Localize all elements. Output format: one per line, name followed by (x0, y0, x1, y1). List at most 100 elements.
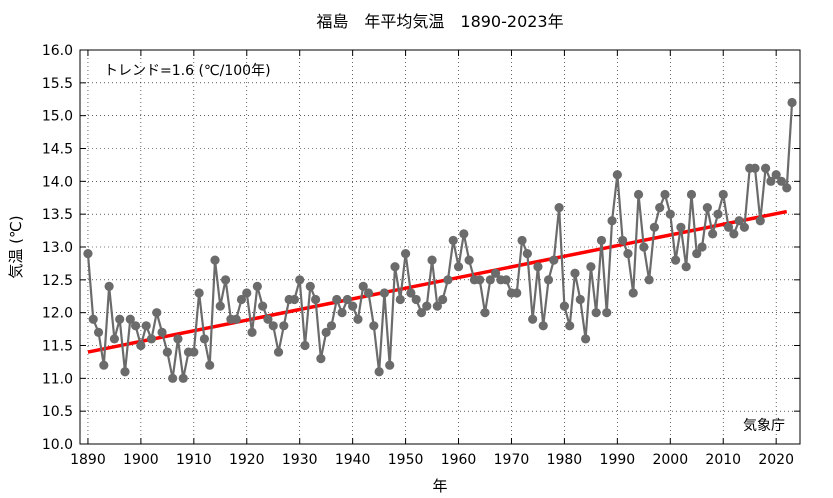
data-point (99, 360, 109, 370)
data-point (533, 262, 543, 272)
data-point (406, 288, 416, 298)
data-point (173, 334, 183, 344)
data-point (326, 321, 337, 331)
y-axis-label: 気温 (℃) (7, 215, 25, 278)
data-point (168, 373, 178, 383)
data-point (697, 242, 707, 252)
data-point (554, 203, 564, 213)
data-point (295, 275, 305, 285)
x-tick-label: 1910 (176, 452, 212, 468)
x-axis-label: 年 (432, 477, 447, 495)
data-point (194, 288, 204, 298)
data-point (464, 255, 474, 265)
data-point (686, 189, 697, 200)
data-point (528, 314, 538, 324)
data-point (702, 203, 712, 213)
data-point (586, 262, 596, 272)
data-point (247, 327, 257, 337)
data-point (427, 255, 437, 265)
data-point (395, 294, 405, 305)
x-tick-label: 1940 (335, 452, 371, 468)
data-point (162, 347, 172, 357)
data-point (649, 222, 660, 232)
y-tick-label: 10.5 (42, 404, 73, 420)
data-point (618, 235, 628, 246)
data-point (559, 301, 570, 311)
data-point (438, 294, 448, 305)
y-tick-label: 12.0 (42, 306, 73, 322)
data-point (152, 308, 162, 318)
data-point (565, 321, 575, 331)
data-point (729, 229, 739, 239)
data-point (390, 262, 400, 272)
data-point (755, 216, 765, 226)
data-point (215, 301, 225, 311)
data-point (766, 176, 776, 186)
x-tick-label: 1890 (70, 452, 106, 468)
data-point (189, 347, 199, 357)
data-point (115, 314, 125, 324)
data-point (411, 294, 421, 305)
data-point (199, 334, 210, 344)
data-point (321, 327, 331, 337)
data-point (776, 176, 787, 186)
data-point (268, 321, 278, 331)
y-tick-label: 11.0 (42, 371, 73, 387)
data-point (628, 288, 638, 298)
data-point (734, 216, 744, 226)
data-point (760, 163, 771, 173)
data-point (210, 255, 220, 265)
data-point (549, 255, 559, 265)
data-point (485, 275, 495, 285)
chart-title: 福島 年平均気温 1890-2023年 (316, 12, 563, 31)
data-point (300, 340, 310, 351)
series-line (86, 102, 794, 379)
data-point (305, 281, 315, 291)
data-point (570, 268, 580, 278)
data-point (708, 229, 718, 239)
data-point (363, 288, 374, 298)
data-point (146, 334, 157, 344)
x-tick-label: 1970 (494, 452, 530, 468)
x-axis: 1890 1900 1910 1920 1930 1940 1950 1960 1970 1980… (70, 50, 794, 468)
data-point (459, 229, 469, 239)
data-point (522, 248, 532, 259)
x-tick-label: 2020 (758, 452, 794, 468)
y-tick-label: 14.5 (42, 142, 73, 158)
data-point (575, 294, 585, 305)
data-point (591, 308, 601, 318)
x-tick-label: 1990 (600, 452, 636, 468)
data-point (681, 262, 691, 272)
data-point (660, 189, 670, 200)
data-points (83, 97, 797, 383)
data-point (236, 294, 247, 305)
y-tick-label: 14.0 (42, 174, 73, 190)
data-point (379, 288, 390, 298)
data-point (348, 301, 358, 311)
data-point (644, 275, 654, 285)
data-point (602, 308, 612, 318)
data-point (316, 354, 326, 364)
data-point (655, 203, 665, 213)
data-point (580, 334, 591, 344)
data-point (750, 163, 760, 173)
data-point (310, 294, 321, 305)
data-point (480, 308, 490, 318)
data-point (258, 301, 268, 311)
data-point (205, 360, 215, 370)
data-point (353, 314, 363, 324)
x-tick-label: 2010 (705, 452, 741, 468)
x-tick-label: 1950 (388, 452, 424, 468)
data-point (782, 183, 792, 193)
data-point (501, 275, 511, 285)
y-tick-label: 11.5 (42, 339, 73, 355)
data-point (93, 327, 104, 337)
data-point (607, 216, 617, 226)
trend-label: トレンド=1.6 (℃/100年) (104, 63, 271, 79)
data-point (596, 235, 607, 246)
data-point (141, 321, 151, 331)
grid (80, 50, 800, 444)
data-point (512, 288, 522, 298)
data-point (639, 242, 649, 252)
